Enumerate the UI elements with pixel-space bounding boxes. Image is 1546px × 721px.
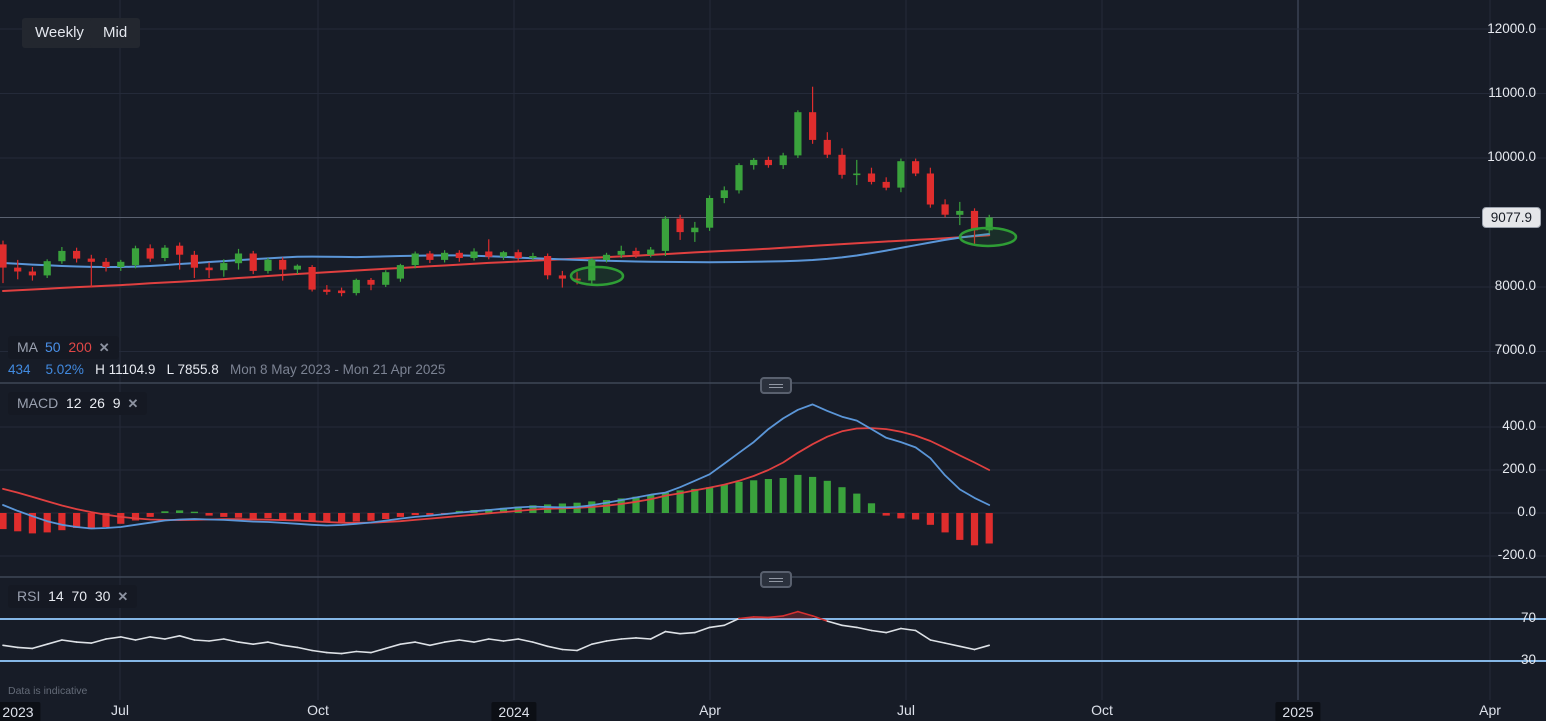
price-type-button[interactable]: Mid (90, 18, 141, 48)
date-range: Mon 8 May 2023 - Mon 21 Apr 2025 (230, 362, 446, 377)
current-price-badge: 9077.9 (1481, 207, 1541, 228)
panel-resize-handle-rsi[interactable] (760, 571, 792, 588)
high-value: 11104.9 (108, 362, 156, 377)
ma-slow-period: 200 (68, 339, 92, 355)
price-summary-row: 434 5.02% H 11104.9 L 7855.8 Mon 8 May 2… (8, 362, 445, 377)
data-indicative-note: Data is indicative (8, 685, 88, 697)
high-label: H (95, 362, 105, 377)
ma-fast-period: 50 (45, 339, 61, 355)
rsi-close-icon[interactable]: ✕ (117, 589, 129, 604)
ma-close-icon[interactable]: ✕ (98, 340, 110, 355)
rsi-label: RSI (17, 588, 41, 604)
rsi-params: 14 70 30 (48, 588, 111, 604)
macd-label: MACD (17, 395, 59, 411)
macd-params: 12 26 9 (66, 395, 121, 411)
ma-label: MA (17, 339, 38, 355)
macd-close-icon[interactable]: ✕ (127, 396, 139, 411)
change-points: 434 (8, 362, 31, 377)
low-label: L (166, 362, 174, 377)
change-percent: 5.02% (45, 362, 84, 377)
ma-indicator-legend[interactable]: MA 50 200 ✕ (8, 336, 119, 359)
macd-indicator-legend[interactable]: MACD 12 26 9 ✕ (8, 392, 148, 415)
timeframe-button[interactable]: Weekly (22, 18, 97, 48)
panel-resize-handle-macd[interactable] (760, 377, 792, 394)
rsi-indicator-legend[interactable]: RSI 14 70 30 ✕ (8, 585, 138, 608)
low-value: 7855.8 (177, 362, 219, 377)
